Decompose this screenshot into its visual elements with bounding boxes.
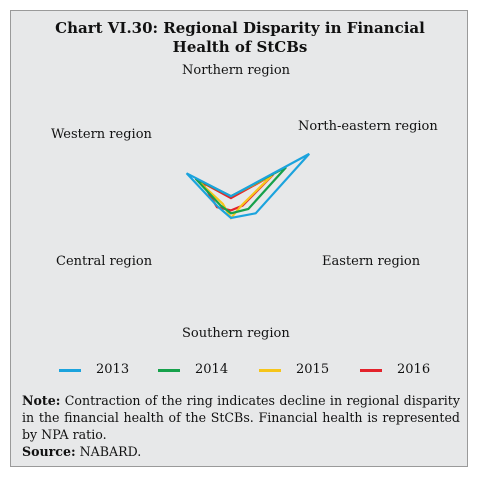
- legend-label-2016: 2016: [397, 362, 431, 377]
- source: Source: NABARD.: [22, 443, 460, 460]
- chart-panel: [10, 10, 468, 467]
- note-label: Note:: [22, 393, 61, 408]
- legend-swatch-2015: [259, 369, 281, 372]
- legend-swatch-2013: [59, 369, 81, 372]
- chart-title-line-1: Chart VI.30: Regional Disparity in Finan…: [55, 19, 425, 37]
- note-text: Contraction of the ring indicates declin…: [22, 393, 460, 442]
- axis-label-eastern: Eastern region: [322, 254, 421, 269]
- axis-label-north-eastern: North-eastern region: [298, 119, 438, 134]
- axis-label-southern: Southern region: [182, 326, 290, 341]
- axis-label-northern: Northern region: [182, 63, 291, 78]
- source-label: Source:: [22, 444, 76, 459]
- legend-swatch-2014: [158, 369, 180, 372]
- chart-title-line-2: Health of StCBs: [172, 38, 308, 56]
- legend-label-2013: 2013: [96, 362, 130, 377]
- source-text: NABARD.: [79, 444, 142, 459]
- axis-label-western: Western region: [51, 127, 152, 142]
- note: Note: Contraction of the ring indicates …: [22, 392, 460, 443]
- legend-label-2015: 2015: [296, 362, 330, 377]
- axis-label-central: Central region: [56, 254, 153, 269]
- legend-swatch-2016: [360, 369, 382, 372]
- chart-notes: Note: Contraction of the ring indicates …: [22, 392, 460, 460]
- legend-label-2014: 2014: [195, 362, 229, 377]
- series-line-2013: [185, 152, 311, 220]
